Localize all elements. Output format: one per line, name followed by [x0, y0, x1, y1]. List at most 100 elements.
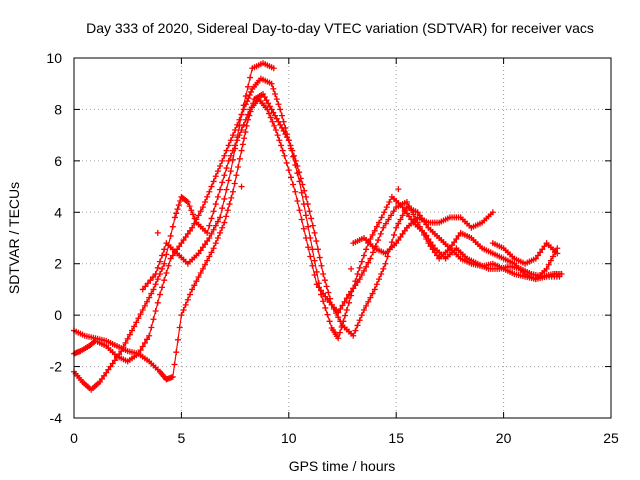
data-point [369, 231, 376, 238]
data-point [550, 253, 557, 260]
data-point [144, 336, 151, 343]
data-point [217, 186, 224, 193]
data-point [305, 244, 312, 251]
data-point [188, 207, 195, 214]
data-point [156, 291, 163, 298]
data-point [308, 215, 315, 222]
data-point [275, 101, 282, 108]
data-point [360, 252, 367, 259]
data-point [184, 230, 191, 237]
data-point [236, 155, 243, 162]
data-point [541, 243, 548, 250]
data-point [122, 339, 129, 346]
data-point [219, 224, 226, 231]
data-point [182, 301, 189, 308]
data-point [226, 201, 233, 208]
data-point [206, 188, 213, 195]
data-point [273, 115, 280, 122]
data-point [375, 237, 382, 244]
data-point [248, 104, 255, 111]
data-point [270, 85, 277, 92]
data-point [356, 317, 363, 324]
data-point [146, 294, 153, 301]
data-point [238, 183, 245, 190]
data-point [225, 157, 232, 164]
data-point [326, 318, 333, 325]
data-point [378, 271, 385, 277]
data-point [208, 183, 215, 190]
data-point [144, 280, 151, 287]
data-point [376, 276, 383, 283]
data-point [393, 224, 400, 231]
data-point [356, 264, 363, 271]
data-point [287, 142, 294, 149]
data-point [537, 249, 544, 256]
data-point [240, 102, 247, 109]
data-point [159, 252, 166, 259]
data-point [382, 260, 389, 267]
data-point [455, 232, 462, 239]
data-point [210, 245, 217, 252]
data-point [354, 279, 361, 286]
data-point [294, 197, 301, 204]
data-point [178, 240, 185, 247]
data-point [202, 241, 209, 248]
data-point [397, 233, 404, 240]
data-point [148, 290, 155, 297]
data-point [322, 293, 329, 300]
data-point [318, 287, 325, 294]
data-point [150, 274, 157, 281]
data-point [107, 363, 114, 370]
data-point [171, 214, 178, 221]
isolated-points [154, 183, 430, 272]
data-point [204, 193, 211, 200]
data-point [159, 265, 166, 272]
data-point [169, 223, 176, 230]
data-point [270, 109, 277, 116]
data-point [380, 265, 387, 272]
data-point [173, 210, 180, 217]
data-point [244, 83, 251, 90]
data-point [301, 187, 308, 194]
data-point [376, 219, 383, 226]
data-point [197, 247, 204, 254]
data-point [406, 213, 413, 220]
data-point [279, 147, 286, 154]
data-point [401, 227, 408, 234]
data-point [238, 111, 245, 118]
data-point [186, 291, 193, 298]
data-point [113, 354, 120, 361]
data-point [217, 163, 224, 169]
data-point [342, 312, 349, 319]
data-point [229, 156, 236, 163]
data-point [263, 97, 270, 104]
data-point [360, 267, 367, 274]
data-point [212, 240, 219, 247]
data-point [302, 193, 309, 200]
data-point [228, 194, 235, 201]
data-point [425, 240, 432, 247]
data-point [210, 178, 217, 185]
data-point [313, 281, 320, 288]
data-point [141, 339, 148, 346]
data-point [363, 263, 370, 270]
data-point [144, 298, 151, 305]
series-trace [73, 98, 558, 391]
data-point [227, 168, 234, 175]
data-point [148, 324, 155, 331]
data-point [180, 237, 187, 244]
axis-ticks: 0 5 10 15 20 25 -4 -2 0 2 4 6 8 10 [46, 50, 619, 446]
data-point [224, 207, 231, 214]
x-axis-label: GPS time / hours [289, 458, 396, 474]
data-point [236, 116, 243, 123]
data-point [214, 193, 221, 200]
data-point [373, 281, 380, 288]
data-point [199, 204, 206, 211]
x-tick-label: 10 [281, 430, 297, 446]
data-point [278, 124, 285, 131]
data-point [306, 208, 313, 215]
data-point [163, 269, 170, 276]
data-point [386, 199, 393, 205]
data-point [451, 239, 458, 246]
